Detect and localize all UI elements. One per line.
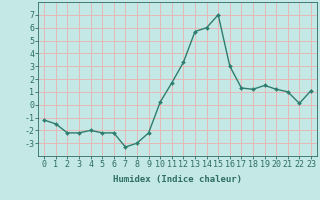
X-axis label: Humidex (Indice chaleur): Humidex (Indice chaleur) — [113, 175, 242, 184]
